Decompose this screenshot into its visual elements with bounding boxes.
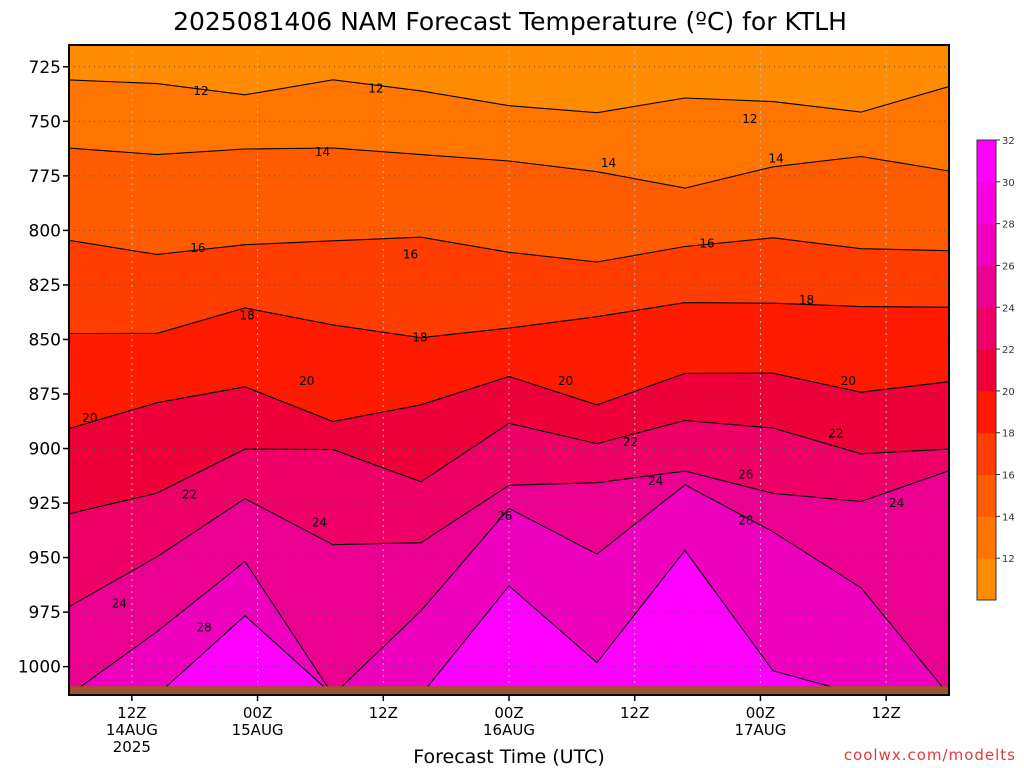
contour-label: 12: [368, 82, 383, 96]
x-tick-label: 12Z: [871, 704, 900, 722]
y-tick-label: 750: [29, 112, 61, 132]
contour-label: 14: [315, 145, 330, 159]
colorbar-swatch: [977, 432, 996, 476]
colorbar-swatch: [977, 516, 996, 559]
colorbar-swatch: [977, 558, 996, 601]
contour-label: 14: [601, 156, 616, 170]
y-tick-label: 725: [29, 58, 61, 78]
colorbar-frame: [976, 139, 997, 601]
contour-label: 18: [412, 330, 427, 344]
contour-labels: 12 12 12 14 14 14 16 16 16 18 18 18 20 20 20 20 22 22 22 24…: [82, 82, 904, 635]
y-tick-label: 1000: [18, 658, 61, 678]
contour-line-18: [69, 302, 949, 339]
colorbar-tick-label: 24: [1002, 303, 1015, 314]
grid-lines: [69, 45, 949, 695]
credit-text: coolwx.com/modelts: [844, 746, 1016, 764]
contour-label: 20: [82, 411, 97, 425]
contour-line-20: [69, 372, 949, 430]
contour-line-24: [69, 470, 949, 608]
contour-label: 22: [828, 426, 843, 440]
x-axis-label: Forecast Time (UTC): [413, 746, 604, 768]
contour-label: 22: [182, 487, 197, 501]
contour-label: 16: [403, 247, 418, 261]
colorbar-tick-label: 30: [1002, 178, 1015, 189]
y-tick-label: 775: [29, 167, 61, 187]
y-tick-label: 900: [29, 440, 61, 460]
contour-line-14: [69, 147, 949, 189]
contour-label: 22: [623, 435, 638, 449]
contour-line-16: [69, 236, 949, 263]
colorbar-tick-label: 22: [1002, 345, 1015, 356]
contour-label: 16: [190, 241, 205, 255]
x-tick-label: 12Z: [117, 704, 146, 722]
colorbar-swatch: [977, 474, 996, 517]
contour-label: 18: [799, 293, 814, 307]
y-tick-label: 975: [29, 603, 61, 623]
contour-label: 24: [889, 496, 904, 510]
contour-label: 14: [769, 151, 784, 165]
colorbar-tick-label: 16: [1002, 471, 1015, 482]
chart-title: 2025081406 NAM Forecast Temperature (ºC)…: [173, 7, 847, 36]
colorbar-tick-label: 20: [1002, 387, 1015, 398]
y-tick-label: 800: [29, 221, 61, 241]
contour-label: 28: [197, 620, 212, 634]
x-tick-label: 00Z: [243, 704, 272, 722]
y-axis: 725 750 775 800 825 850 875 900 925 950 975 1000: [18, 58, 69, 678]
colorbar-tick-label: 28: [1002, 220, 1015, 231]
colorbar-tick-label: 12: [1002, 554, 1015, 565]
x-tick-label: 12Z: [369, 704, 398, 722]
contour-label: 12: [742, 112, 757, 126]
colorbar-swatch: [977, 223, 996, 266]
x-tick-label: 12Z: [620, 704, 649, 722]
contour-line-28: [69, 549, 949, 695]
x-tick-label: 17AUG: [734, 721, 786, 739]
colorbar-tick-label: 14: [1002, 512, 1015, 523]
y-tick-label: 950: [29, 549, 61, 569]
contour-line-26: [69, 484, 949, 695]
contour-label: 16: [699, 236, 714, 250]
y-tick-label: 925: [29, 494, 61, 514]
contour-lines: [69, 79, 949, 695]
contour-label: 20: [299, 374, 314, 388]
colorbar-swatch: [977, 390, 996, 434]
contour-label: 24: [312, 516, 327, 530]
contour-line-22: [69, 419, 949, 515]
y-tick-label: 875: [29, 385, 61, 405]
colorbar-tick-label: 32: [1002, 136, 1015, 147]
x-tick-label: 14AUG: [106, 721, 158, 739]
colorbar-tick-label: 18: [1002, 429, 1015, 440]
contour-label: 26: [497, 509, 512, 523]
colorbar-swatch: [977, 265, 996, 308]
colorbar-tick-label: 26: [1002, 261, 1015, 272]
contour-label: 20: [558, 374, 573, 388]
contour-label: 24: [112, 596, 127, 610]
contour-label: 28: [738, 514, 753, 528]
x-tick-label: 15AUG: [232, 721, 284, 739]
contour-label: 20: [841, 374, 856, 388]
colorbar-swatch: [977, 140, 996, 183]
colorbar: 12 14 16 18 20 22 24 26 28 30 32: [976, 136, 1015, 601]
y-tick-label: 825: [29, 276, 61, 296]
contour-label: 12: [193, 84, 208, 98]
x-tick-label: 2025: [113, 738, 151, 756]
colorbar-swatch: [977, 307, 996, 350]
fill-band-12: [69, 45, 949, 113]
x-tick-label: 16AUG: [483, 721, 535, 739]
contour-label: 18: [239, 308, 254, 322]
contour-label: 24: [648, 474, 663, 488]
x-tick-label: 00Z: [494, 704, 523, 722]
y-tick-label: 850: [29, 330, 61, 350]
ground-band: [69, 686, 949, 695]
colorbar-swatch: [977, 349, 996, 392]
contour-label: 26: [738, 468, 753, 482]
colorbar-swatch: [977, 181, 996, 225]
contour-line-12: [69, 79, 949, 114]
x-tick-label: 00Z: [746, 704, 775, 722]
